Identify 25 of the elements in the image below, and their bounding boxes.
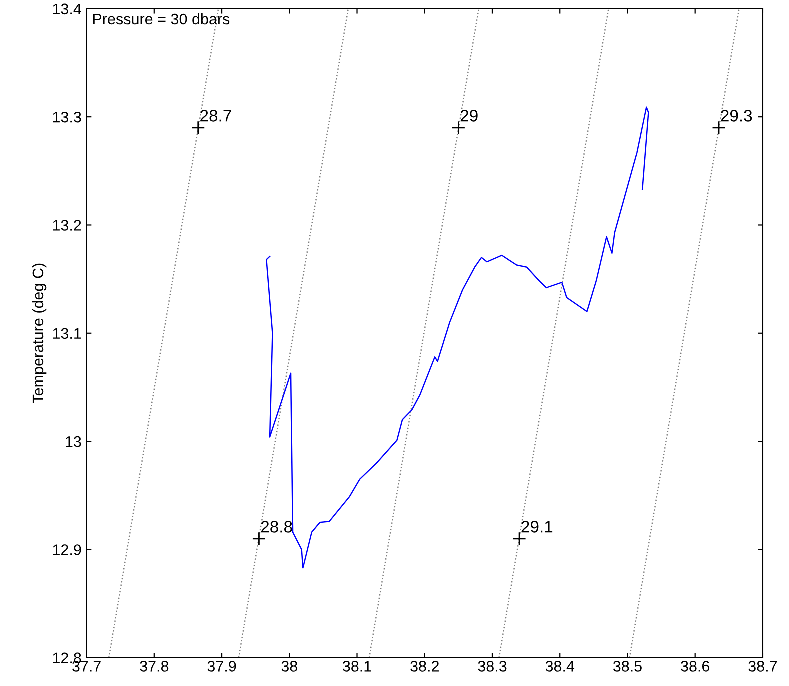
y-tick-label: 12.9 [53, 544, 82, 556]
x-tick-label: 38.3 [478, 661, 507, 672]
x-tick-label: 37.7 [72, 661, 101, 672]
y-tick-label: 13.2 [53, 220, 82, 231]
y-tick-label: 13.4 [53, 4, 82, 15]
y-tick-label: 12.8 [53, 652, 82, 664]
x-tick-label: 37.9 [208, 661, 236, 672]
x-tick-label: 38 [282, 661, 298, 672]
x-tick-label: 38.7 [748, 661, 778, 672]
annotation: 29.1 [522, 521, 553, 533]
annotation: 29.3 [721, 110, 752, 122]
x-tick-label: 38.2 [410, 661, 439, 672]
x-tick-label: 38.5 [613, 661, 642, 672]
annotation: 28.7 [200, 110, 232, 122]
annotation: 28.8 [261, 521, 292, 533]
y-tick-label: 13.1 [53, 328, 82, 340]
annotation: Pressure = 30 dbars [93, 13, 230, 25]
x-tick-label: 38.4 [546, 661, 575, 672]
y-tick-label: 13 [66, 436, 82, 448]
y-tick-label: 13.3 [53, 112, 82, 123]
y-axis-title: Temperature (deg C) [32, 264, 47, 404]
annotation: 29 [460, 110, 478, 122]
x-tick-label: 37.8 [140, 661, 169, 672]
x-tick-label: 38.1 [342, 661, 372, 672]
x-tick-label: 38.6 [681, 661, 710, 672]
